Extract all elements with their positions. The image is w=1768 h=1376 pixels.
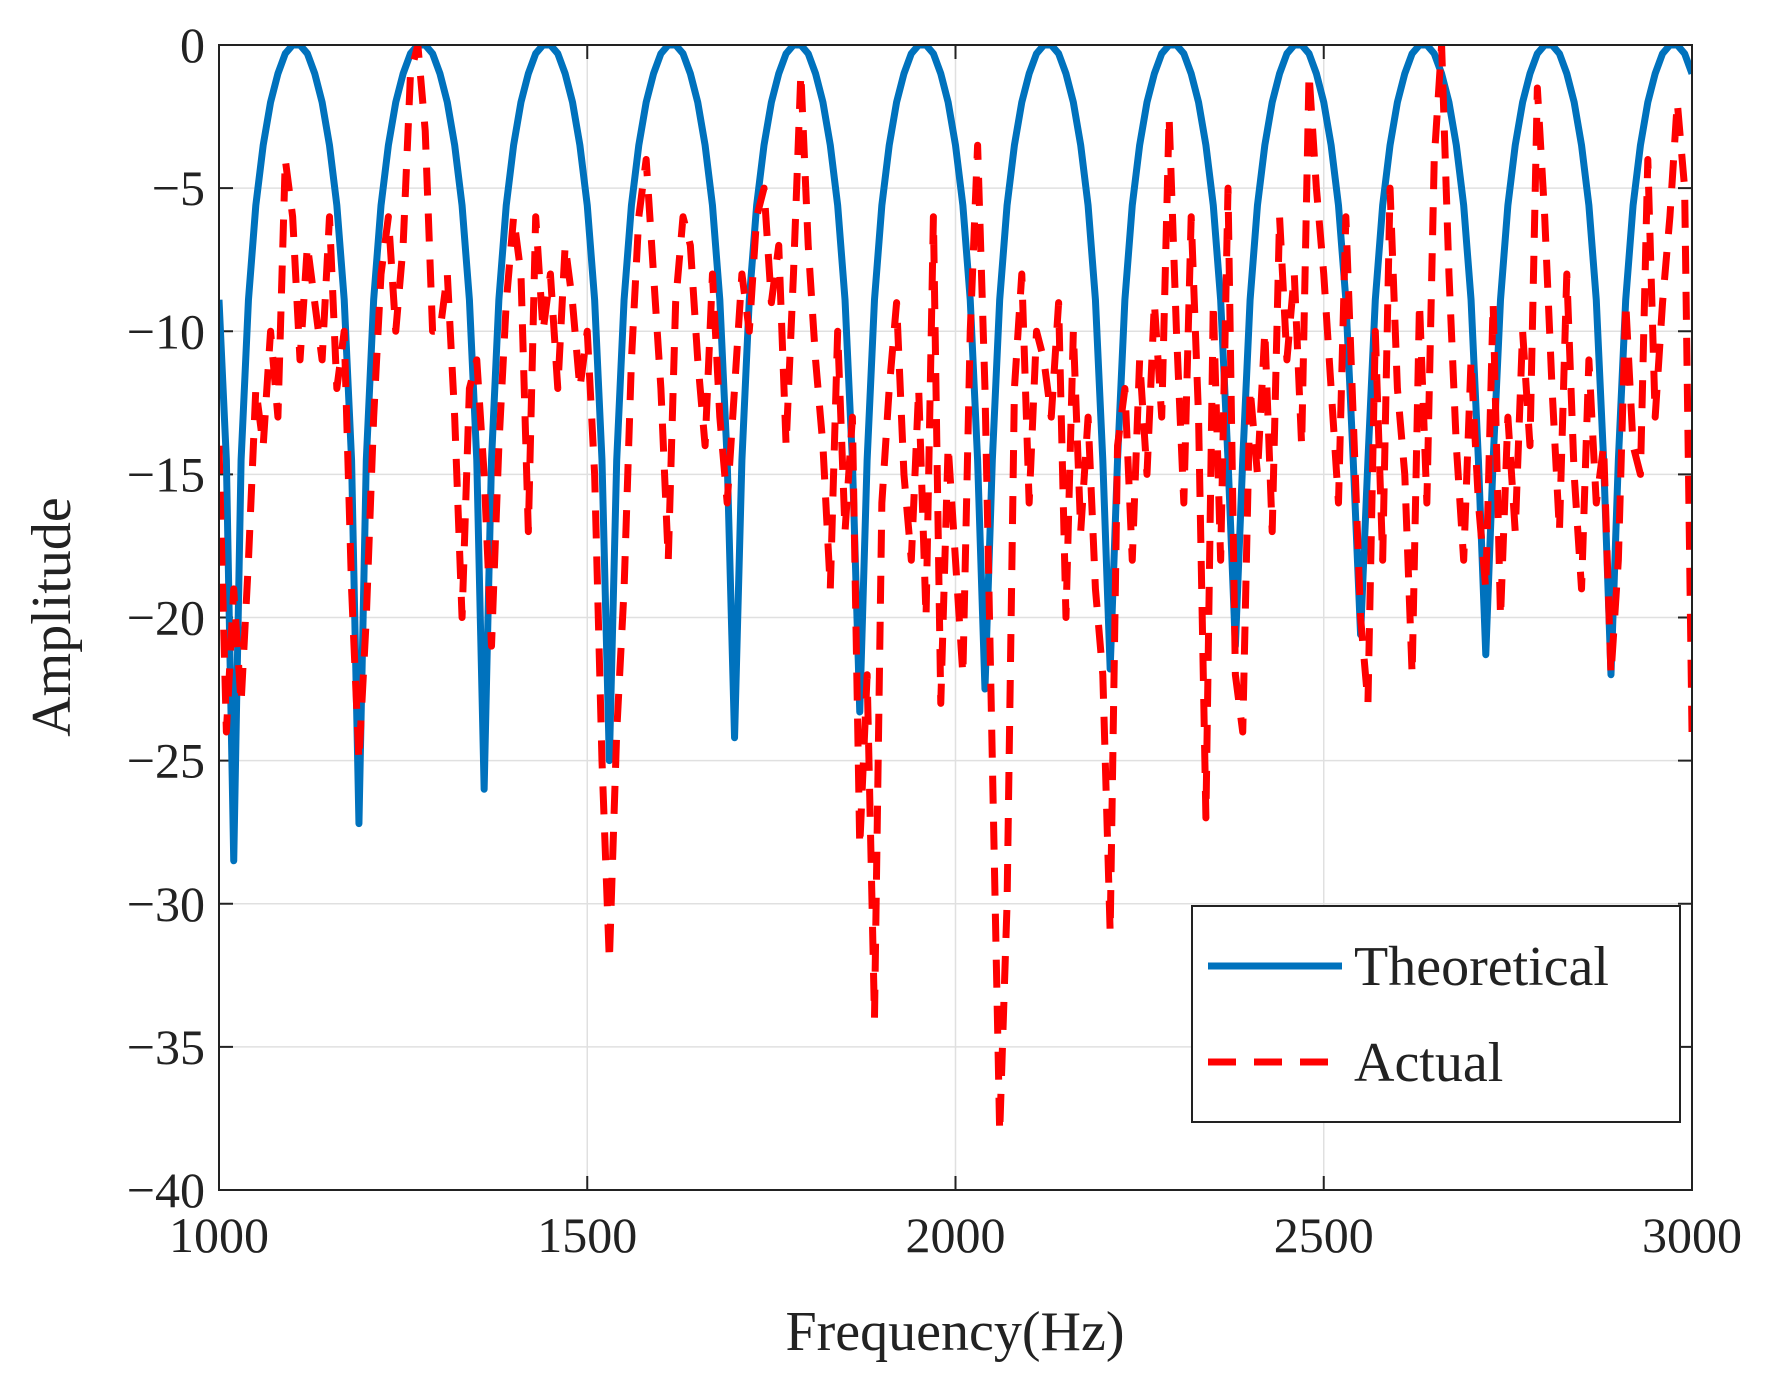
y-tick-label: −30 [127,876,205,932]
legend-label: Theoretical [1354,936,1609,998]
legend-box [1191,905,1681,1123]
x-tick-label: 1500 [537,1207,637,1263]
x-tick-label: 2500 [1274,1207,1374,1263]
x-axis-label: Frequency(Hz) [786,1301,1125,1363]
legend-label: Actual [1354,1032,1503,1094]
y-tick-label: −35 [127,1019,205,1075]
y-tick-label: −25 [127,733,205,789]
y-tick-label: −15 [127,446,205,502]
series-line [219,45,1692,1137]
y-tick-label: −20 [127,590,205,646]
x-tick-label: 2000 [906,1207,1006,1263]
y-axis-label: Amplitude [21,497,83,737]
axes-box [218,44,1693,1191]
y-tick-label: −5 [152,160,205,216]
y-tick-label: −40 [127,1162,205,1218]
x-tick-label: 1000 [169,1207,269,1263]
x-tick-label: 3000 [1642,1207,1742,1263]
y-tick-label: 0 [180,17,205,73]
y-tick-label: −10 [127,303,205,359]
